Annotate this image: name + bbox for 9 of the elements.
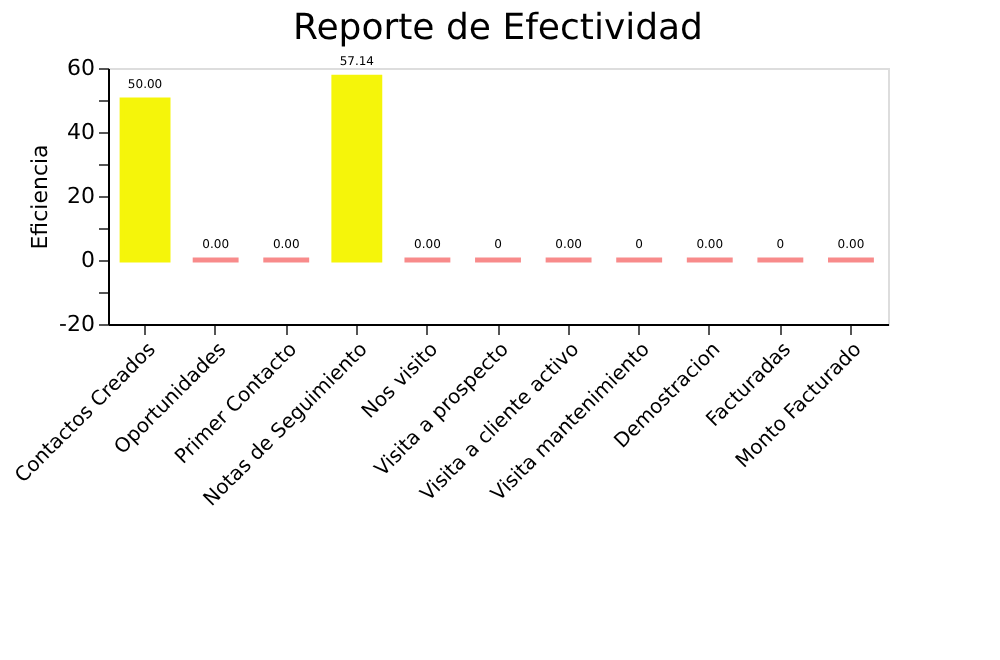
y-tick-label: -20: [59, 311, 95, 337]
y-tick-label: 40: [67, 119, 95, 145]
y-axis-title: Eficiencia: [27, 144, 54, 250]
bar: [119, 97, 171, 263]
y-tick-label: 20: [67, 183, 95, 209]
y-tick-label: 0: [81, 247, 95, 273]
bar: [331, 74, 383, 263]
chart-title: Reporte de Efectividad: [293, 7, 703, 50]
y-tick-label: 60: [67, 55, 95, 81]
